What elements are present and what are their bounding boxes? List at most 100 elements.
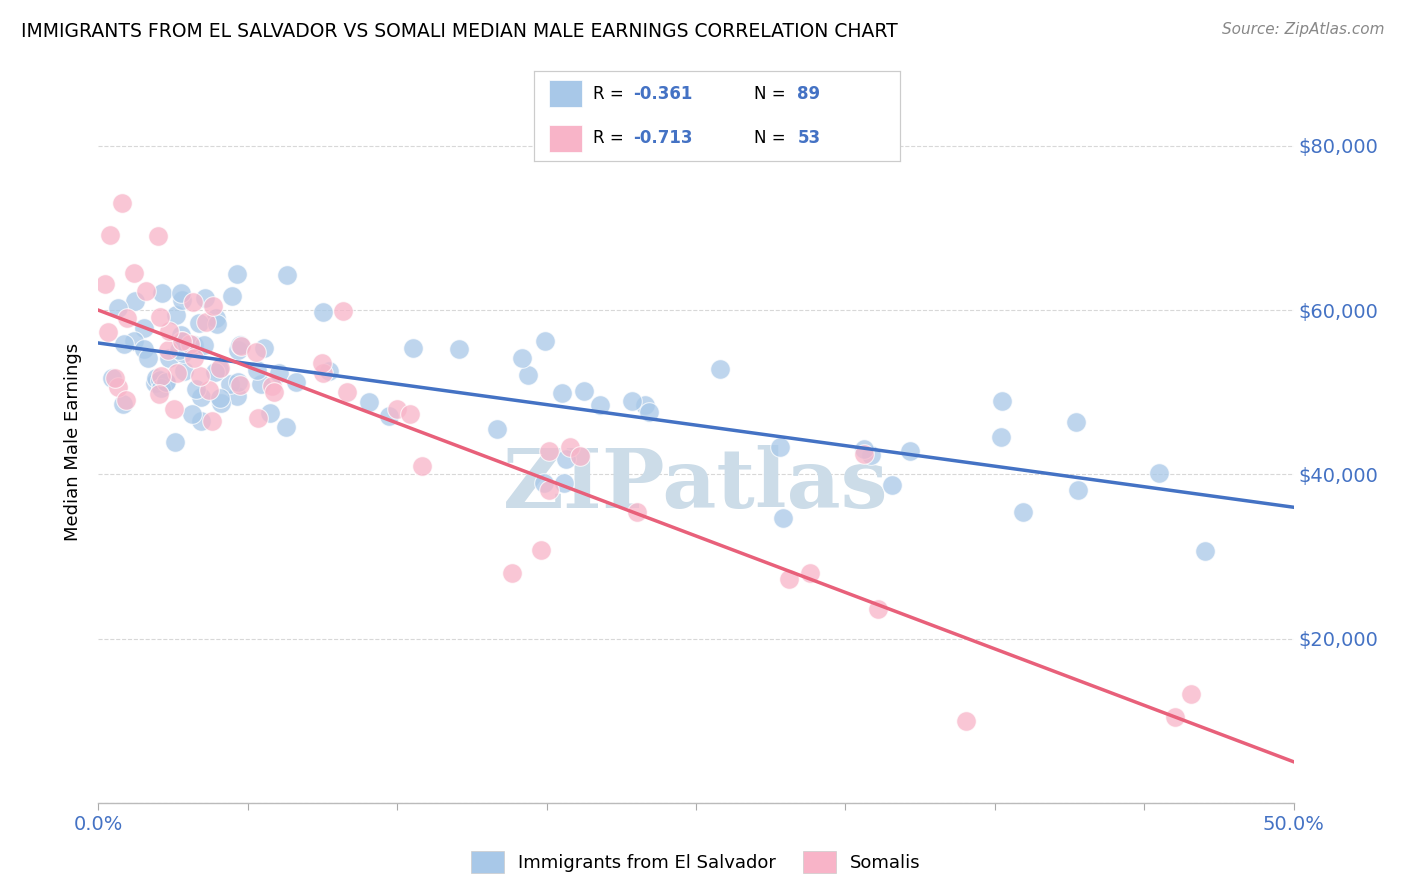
Point — [572, 384, 595, 398]
Point — [228, 343, 250, 357]
Point — [1147, 466, 1170, 480]
Point — [204, 365, 226, 379]
Point — [94, 277, 117, 292]
Point — [852, 446, 875, 460]
Point — [201, 299, 224, 313]
Point — [312, 305, 335, 319]
Point — [148, 229, 170, 244]
Point — [486, 422, 509, 436]
Text: R =: R = — [593, 129, 628, 147]
Point — [860, 448, 883, 462]
Point — [778, 572, 800, 586]
Point — [411, 459, 433, 474]
Point — [156, 343, 179, 357]
Point — [198, 383, 221, 397]
Point — [194, 292, 217, 306]
Point — [898, 443, 921, 458]
Text: IMMIGRANTS FROM EL SALVADOR VS SOMALI MEDIAN MALE EARNINGS CORRELATION CHART: IMMIGRANTS FROM EL SALVADOR VS SOMALI ME… — [21, 22, 898, 41]
Point — [276, 268, 298, 282]
Point — [225, 389, 247, 403]
Point — [991, 393, 1014, 408]
Point — [537, 483, 560, 497]
Point — [181, 294, 204, 309]
Point — [555, 451, 578, 466]
Point — [181, 407, 204, 421]
Point — [402, 341, 425, 355]
Point — [250, 377, 273, 392]
Point — [318, 364, 340, 378]
Point — [98, 228, 121, 243]
Point — [219, 376, 242, 391]
Point — [882, 478, 904, 492]
Point — [274, 420, 297, 434]
Point — [538, 444, 561, 458]
Point — [852, 442, 875, 457]
Point — [799, 566, 821, 581]
Point — [122, 334, 145, 348]
Point — [332, 303, 354, 318]
Point — [184, 382, 207, 396]
Point — [510, 351, 533, 366]
Point — [187, 316, 209, 330]
Text: N =: N = — [754, 129, 790, 147]
Point — [166, 366, 188, 380]
Point — [111, 196, 134, 211]
Point — [769, 440, 792, 454]
Point — [263, 385, 285, 400]
Point — [201, 414, 224, 428]
Point — [188, 368, 211, 383]
Point — [533, 334, 555, 348]
Point — [165, 308, 187, 322]
Y-axis label: Median Male Earnings: Median Male Earnings — [63, 343, 82, 541]
Point — [246, 363, 269, 377]
Text: Source: ZipAtlas.com: Source: ZipAtlas.com — [1222, 22, 1385, 37]
Point — [336, 384, 359, 399]
Point — [179, 337, 201, 351]
Point — [170, 334, 193, 348]
Point — [124, 294, 146, 309]
Point — [226, 267, 249, 281]
Point — [205, 317, 228, 331]
Text: ZIPatlas: ZIPatlas — [503, 445, 889, 524]
Text: 89: 89 — [797, 85, 821, 103]
Point — [312, 367, 335, 381]
Point — [111, 397, 134, 411]
Point — [150, 285, 173, 300]
Bar — [548, 125, 582, 152]
Point — [245, 345, 267, 359]
Point — [207, 362, 229, 376]
Point — [1066, 415, 1088, 429]
Point — [183, 351, 205, 366]
Point — [115, 392, 138, 407]
Point — [568, 449, 591, 463]
Point — [253, 342, 276, 356]
Point — [170, 334, 193, 349]
Text: 53: 53 — [797, 129, 821, 147]
Point — [135, 284, 157, 298]
Point — [183, 337, 205, 351]
Point — [163, 434, 186, 449]
Point — [229, 378, 252, 392]
Point — [221, 289, 243, 303]
Point — [132, 342, 155, 356]
Point — [157, 351, 180, 366]
Point — [229, 337, 252, 351]
Point — [285, 375, 308, 389]
Point — [190, 390, 212, 404]
Point — [1011, 505, 1033, 519]
Point — [149, 369, 172, 384]
Point — [209, 361, 232, 376]
Point — [170, 285, 193, 300]
Point — [132, 321, 155, 335]
Point — [231, 339, 253, 353]
Point — [501, 566, 523, 580]
Text: -0.361: -0.361 — [633, 85, 692, 103]
Point — [558, 440, 581, 454]
Point — [259, 406, 281, 420]
Point — [269, 367, 291, 381]
Point — [1164, 710, 1187, 724]
Point — [634, 398, 657, 412]
Point — [155, 375, 177, 389]
Point — [157, 324, 180, 338]
Point — [1194, 543, 1216, 558]
